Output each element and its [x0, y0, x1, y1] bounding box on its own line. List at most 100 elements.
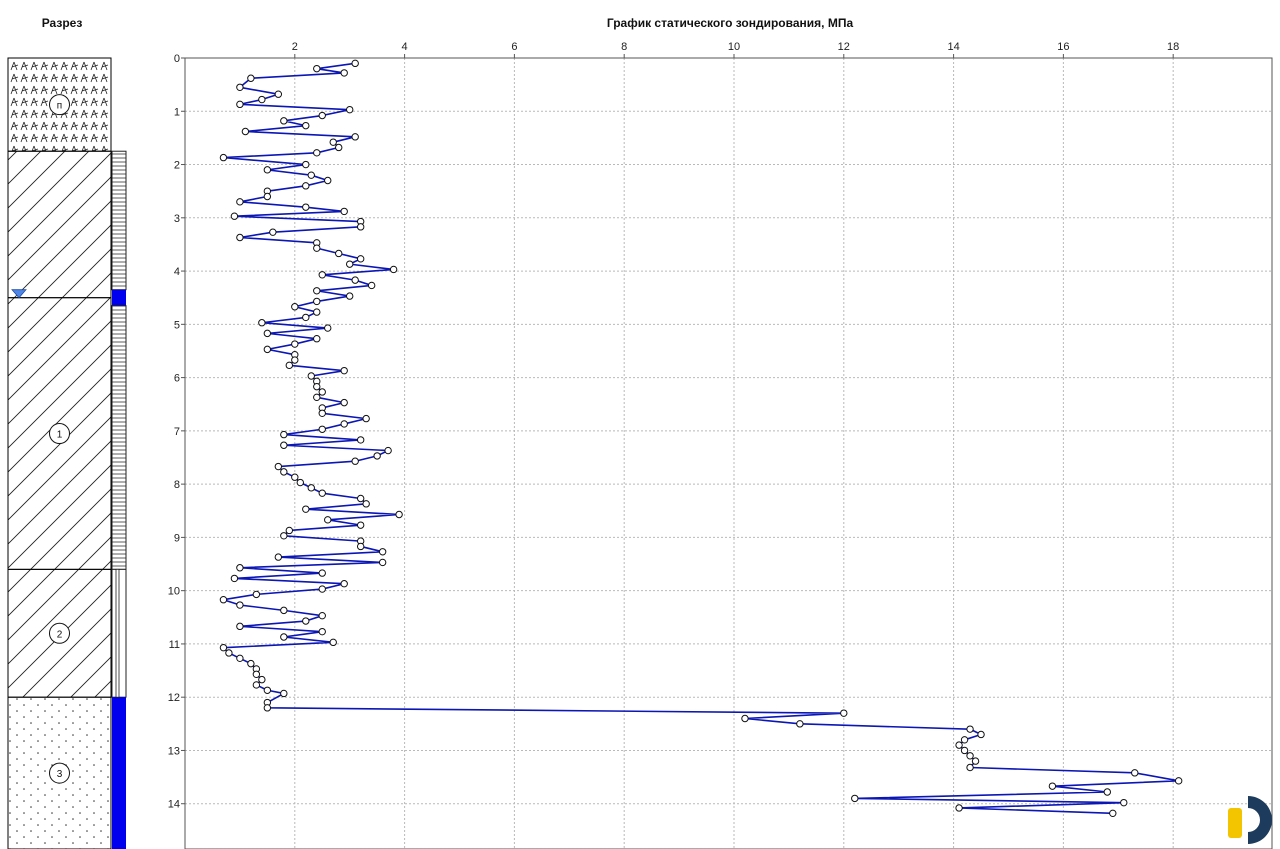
water-level-icon [11, 289, 27, 299]
y-tick-label: 0 [174, 53, 180, 65]
y-tick-label: 10 [168, 586, 180, 598]
data-point [373, 452, 381, 460]
data-point [955, 741, 963, 749]
data-point [313, 244, 321, 252]
data-point [280, 532, 288, 540]
y-tick-label: 1 [174, 106, 180, 118]
data-point [1131, 769, 1139, 777]
layer-marker [49, 762, 70, 784]
data-point [302, 182, 310, 190]
data-point [263, 192, 272, 201]
data-point [356, 542, 365, 551]
x-ticks: 2 4 6 8 10 12 14 16 18 [292, 41, 1179, 58]
data-point [335, 143, 343, 152]
data-point [1109, 809, 1117, 818]
data-point [378, 558, 387, 567]
data-point [340, 580, 348, 588]
data-point [851, 794, 859, 803]
data-point [313, 335, 321, 343]
data-point [274, 462, 283, 471]
data-point [318, 388, 326, 396]
data-point [280, 633, 288, 641]
y-tick-label: 2 [174, 160, 180, 172]
x-tick-label: 18 [1167, 41, 1179, 53]
data-point [302, 203, 310, 211]
y-tick-label: 13 [168, 745, 180, 757]
data-point [236, 654, 244, 663]
data-point [302, 505, 310, 513]
data-point [291, 473, 299, 481]
data-point [960, 736, 969, 744]
data-point [362, 500, 370, 508]
y-tick-label: 11 [169, 639, 180, 651]
data-point [840, 709, 848, 717]
data-point [1120, 798, 1128, 807]
data-point [1103, 788, 1112, 796]
data-point [291, 356, 299, 364]
data-point [362, 414, 370, 423]
data-point [230, 212, 239, 220]
data-point [313, 382, 321, 391]
moisture-bar-inner [115, 568, 120, 698]
data-point [966, 752, 974, 760]
data-point [356, 494, 365, 503]
data-point [1174, 777, 1183, 785]
data-point [236, 233, 244, 242]
moisture-bar-saturated [112, 697, 126, 849]
data-point [285, 526, 294, 535]
data-point [351, 133, 359, 141]
data-point [318, 271, 326, 279]
x-tick-label: 10 [728, 41, 740, 53]
y-tick-label: 5 [174, 319, 180, 331]
data-point [230, 574, 239, 583]
data-point [955, 804, 963, 812]
data-point [351, 59, 359, 68]
data-point [318, 627, 326, 636]
data-point [280, 441, 288, 449]
grid [185, 58, 1272, 849]
data-point [263, 704, 272, 712]
data-point [302, 617, 310, 625]
data-point [313, 64, 321, 73]
data-point [307, 171, 315, 179]
data-point [340, 398, 348, 407]
data-point [263, 329, 272, 338]
data-point [247, 74, 255, 82]
data-point [313, 308, 321, 316]
data-point [236, 198, 244, 206]
data-point [307, 484, 315, 492]
brand-logo-icon [1228, 796, 1272, 844]
plot-frame [184, 57, 1273, 849]
data-point [274, 553, 283, 561]
data-point [384, 446, 392, 455]
y-tick-label: 4 [174, 266, 180, 278]
x-tick-label: 2 [292, 41, 298, 53]
layer-number: 1 [57, 430, 63, 441]
data-point [324, 324, 332, 332]
data-point [324, 176, 332, 185]
data-point [977, 730, 985, 739]
data-point [367, 281, 376, 290]
data-point [302, 121, 310, 130]
data-point [313, 149, 321, 157]
data-point [318, 111, 326, 120]
data-point [356, 223, 365, 231]
data-point [291, 303, 299, 311]
layer-marker [49, 622, 70, 644]
data-point [280, 117, 288, 125]
data-point [313, 287, 321, 295]
data-point [252, 670, 261, 678]
data-point [280, 606, 288, 615]
moisture-bar-water [112, 289, 126, 306]
data-point [351, 276, 359, 284]
data-point [340, 366, 348, 375]
data-point [356, 521, 365, 529]
data-point [389, 265, 398, 274]
series-line [222, 62, 1180, 815]
data-point [318, 585, 326, 593]
y-tick-label: 12 [168, 692, 180, 704]
data-point [285, 361, 294, 370]
data-point [274, 90, 283, 98]
layer-number: 3 [57, 769, 63, 780]
